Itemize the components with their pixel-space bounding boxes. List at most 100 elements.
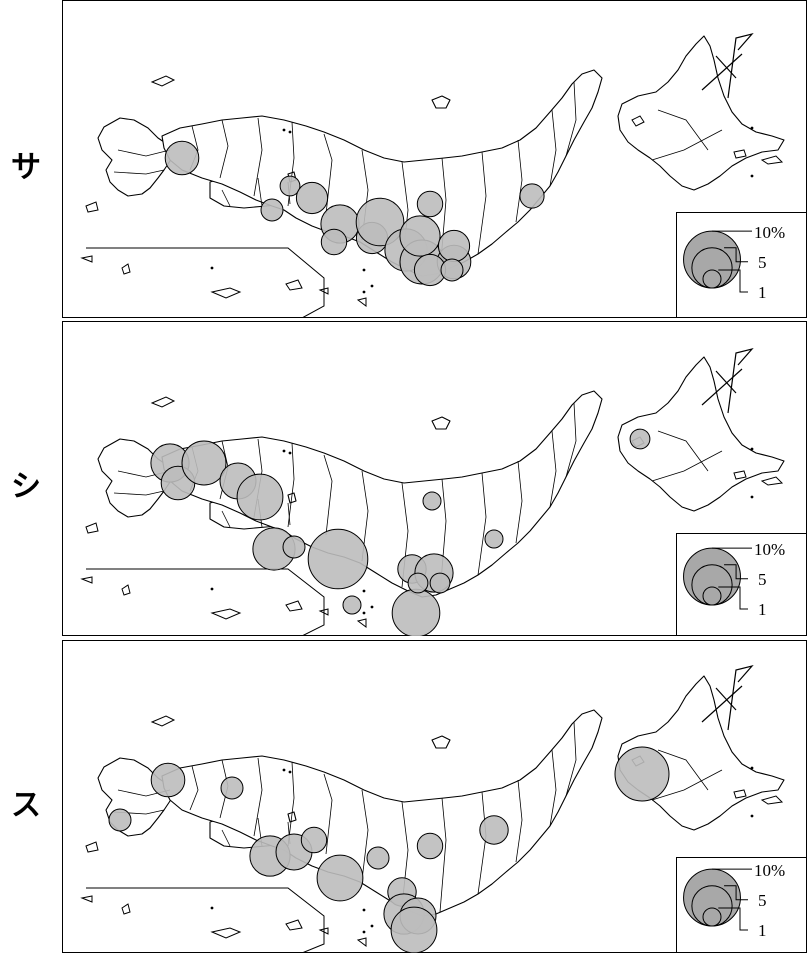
legend-label-small: 1	[758, 921, 767, 940]
islet-dot	[210, 266, 214, 270]
symbol-circle-shikoku-north	[260, 198, 284, 222]
legend-label-large: 10%	[754, 223, 785, 242]
islet-dot	[362, 930, 366, 934]
row-label-su: ス	[11, 788, 41, 823]
okinawa-inset-divider	[86, 247, 325, 318]
legend-label-medium: 5	[758, 253, 767, 272]
islet-dot	[362, 589, 366, 593]
island	[80, 576, 93, 584]
symbol-circle-kinki	[282, 535, 306, 559]
islet-dot	[750, 126, 754, 130]
symbol-circle-n-kyushu	[164, 140, 200, 176]
prefecture-border	[287, 761, 295, 847]
prefecture-border	[113, 169, 165, 175]
legend-label-large: 10%	[754, 540, 785, 559]
prefecture-border	[221, 510, 231, 528]
landmass	[617, 35, 785, 191]
prefecture-border	[657, 109, 709, 151]
proportional-circles	[150, 428, 651, 636]
legend-label-small: 1	[758, 600, 767, 619]
symbol-circle-kii	[342, 595, 362, 615]
islet-dot	[362, 611, 366, 615]
landmass	[431, 735, 451, 749]
prefecture-border	[219, 119, 229, 179]
island	[356, 297, 367, 307]
prefecture-border	[549, 430, 557, 508]
symbol-circle-n-kyushu	[150, 762, 186, 798]
landmass	[97, 117, 173, 197]
island	[210, 608, 242, 620]
island	[760, 795, 784, 805]
map-panel-sa: 10% 5 1	[62, 0, 807, 318]
legend-label-medium: 5	[758, 570, 767, 589]
symbol-circle-kinki-north	[300, 826, 328, 854]
prefecture-border	[565, 721, 577, 797]
symbol-circle-tokyo	[390, 906, 438, 953]
symbol-circle-kanto-north	[429, 572, 451, 594]
prefecture-border	[549, 749, 557, 827]
prefecture-border	[323, 133, 333, 215]
islet-dot	[282, 128, 286, 132]
island	[356, 618, 367, 628]
symbol-circle-niigata	[437, 229, 471, 263]
prefecture-border	[253, 757, 263, 837]
prefecture-border	[651, 129, 723, 161]
prefecture-border	[221, 829, 231, 847]
prefecture-border	[287, 502, 291, 526]
island	[356, 937, 367, 947]
islet-dot	[282, 449, 286, 453]
island	[760, 476, 784, 486]
islet-dot	[210, 906, 214, 910]
legend-label-small: 1	[758, 283, 767, 302]
prefecture-border	[323, 454, 333, 536]
island	[85, 522, 99, 534]
symbol-circle-hokkaido	[629, 428, 651, 450]
islet-dot	[750, 814, 754, 818]
prefecture-border	[549, 109, 557, 187]
prefecture-border	[657, 749, 709, 791]
symbol-circle-osaka	[316, 854, 364, 902]
island	[285, 279, 303, 291]
symbol-circle-hokkaido	[614, 746, 670, 802]
symbol-circle-kinki-east	[366, 846, 390, 870]
symbol-circle-hokuriku	[416, 190, 444, 218]
islet-dot	[210, 587, 214, 591]
island	[80, 255, 93, 263]
prefecture-border	[117, 149, 171, 157]
symbol-circle-hokuriku	[416, 832, 444, 860]
islet-dot	[362, 908, 366, 912]
row-label-shi: シ	[11, 469, 41, 504]
map-svg-shi: 10% 5 1	[62, 321, 807, 636]
island	[121, 584, 131, 596]
island	[210, 927, 242, 939]
island	[80, 895, 93, 903]
island	[631, 115, 645, 127]
island	[85, 201, 99, 213]
islet-dot	[362, 268, 366, 272]
island	[121, 263, 131, 275]
islet-dot	[288, 451, 292, 455]
islet-dot	[370, 924, 374, 928]
prefecture-border	[113, 490, 165, 496]
symbol-circle-hokuriku	[422, 491, 442, 511]
symbol-circle-tokyo	[399, 215, 441, 257]
legend-label-large: 10%	[754, 861, 785, 880]
prefecture-border	[477, 151, 487, 255]
island	[760, 155, 784, 165]
legend-circle-small	[702, 269, 722, 289]
legend-circle-small	[702, 586, 722, 606]
prefecture-border	[515, 460, 523, 544]
islet-dot	[750, 174, 754, 178]
landmass	[431, 95, 451, 109]
legend-circle-small	[702, 907, 722, 927]
legend-label-medium: 5	[758, 891, 767, 910]
symbol-circle-tohoku-east	[519, 183, 545, 209]
prefecture-border	[221, 189, 231, 207]
island	[121, 903, 131, 915]
symbol-circle-tokyo	[391, 588, 441, 636]
islet-dot	[282, 768, 286, 772]
symbol-circle-chugoku-west	[181, 440, 227, 486]
island	[150, 75, 176, 87]
prefecture-border	[287, 442, 295, 528]
okinawa-inset-divider	[86, 887, 325, 953]
